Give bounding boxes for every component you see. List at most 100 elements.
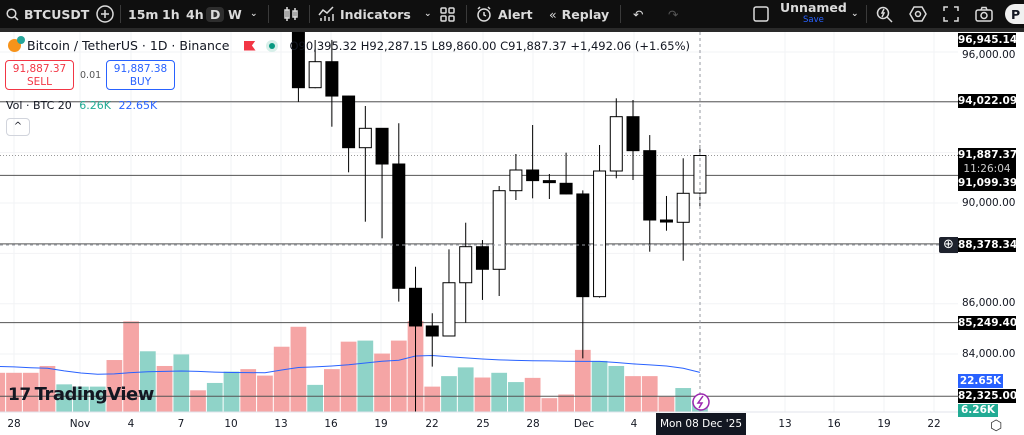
chart-type-button[interactable] [283, 0, 299, 28]
candle-body [693, 155, 707, 194]
fullscreen-icon[interactable] [943, 0, 959, 28]
volume-bar [608, 365, 625, 412]
price-tick: 90,000.00 [962, 197, 1016, 209]
buy-button[interactable]: 91,887.38 BUY [106, 60, 175, 90]
symbol-legend[interactable]: Bitcoin / TetherUS · 1D · Binance [8, 36, 278, 53]
legend-row: Bitcoin / TetherUS · 1D · Binance O90,39… [8, 36, 690, 53]
flag-icon[interactable] [243, 40, 256, 51]
toolbar-separator [0, 28, 1024, 32]
crosshair-price-label: 88,378.34 [958, 238, 1018, 252]
volume-bar [139, 351, 156, 412]
replay-button[interactable]: «Replay [549, 6, 610, 22]
axis-settings-icon[interactable]: ⬡ [990, 418, 1003, 434]
chevron-down-icon[interactable]: ⌄ [424, 9, 432, 19]
volume-bar [625, 376, 641, 412]
chevron-down-icon[interactable]: ⌄ [851, 9, 859, 19]
chevron-down-icon[interactable]: ⌄ [250, 9, 258, 19]
layout-square-button[interactable] [753, 0, 769, 28]
layout-name[interactable]: Unnamed Save [780, 0, 847, 25]
interval-15m[interactable]: 15m [128, 6, 159, 22]
volume-bar [89, 386, 106, 412]
candle-body [425, 325, 439, 337]
time-tick: 16 [324, 418, 338, 430]
candle-body [442, 282, 456, 337]
indicators-button[interactable]: Indicators [318, 0, 411, 28]
lightning-event-icon[interactable] [692, 393, 710, 411]
volume-bar [0, 372, 6, 412]
volume-bar [257, 375, 273, 412]
price-label-line[interactable]: 94,022.09 [958, 94, 1018, 108]
time-tick: 4 [127, 418, 135, 430]
candle-body [542, 180, 556, 184]
volume-bar [123, 321, 139, 412]
time-tick: 16 [827, 418, 841, 430]
interval-4h[interactable]: 4h [186, 6, 204, 22]
candle-body [609, 116, 623, 172]
volume-bar [307, 384, 324, 412]
volume-bar [106, 360, 123, 412]
price-label-line[interactable]: 96,945.14 [958, 33, 1018, 47]
candle-body [659, 219, 673, 223]
save-link[interactable]: Save [802, 15, 824, 25]
volume-bar [290, 326, 307, 412]
price-label-line[interactable]: 85,249.40 [958, 316, 1018, 330]
volume-label: 6.26K [958, 404, 998, 417]
collapse-legend-button[interactable]: ^ [6, 118, 30, 136]
interval-d[interactable]: D [206, 3, 225, 25]
candle-body [676, 192, 690, 223]
settings-icon[interactable] [909, 0, 927, 28]
symbol-title: Bitcoin / TetherUS · 1D · Binance [27, 38, 230, 53]
candle-body [358, 127, 372, 149]
interval-1h[interactable]: 1h [162, 6, 180, 22]
candles-icon [284, 7, 298, 21]
camera-icon[interactable] [975, 0, 993, 28]
volume-bar [73, 386, 89, 412]
grid-layout-icon [440, 6, 455, 22]
candle-body [459, 246, 473, 284]
time-tick: 7 [177, 418, 185, 430]
publish-button[interactable]: P [1005, 4, 1024, 24]
time-tick: 13 [274, 418, 288, 430]
add-plus-button[interactable]: ⊕ [939, 237, 958, 253]
volume-bar [56, 384, 73, 412]
rewind-icon: « [549, 6, 557, 22]
time-tick: Nov [69, 418, 91, 430]
layouts-button[interactable] [440, 0, 455, 28]
volume-bar [424, 386, 441, 412]
undo-icon[interactable]: ↶ [633, 6, 644, 22]
volume-bar [591, 360, 608, 412]
square-icon [753, 6, 769, 22]
candle-body [492, 190, 506, 270]
volume-bar [675, 388, 692, 412]
volume-bar [240, 369, 257, 412]
lightning-glyph [696, 395, 704, 409]
bitcoin-logo-icon [8, 36, 25, 52]
candle-body [308, 61, 322, 89]
volume-bar [39, 365, 56, 412]
symbol-search[interactable]: BTCUSDT [6, 0, 89, 28]
candle-body [375, 127, 389, 165]
last-price-label: 91,887.37 11:26:04 91,099.39 [958, 148, 1018, 191]
price-tick: 84,000.00 [962, 348, 1016, 360]
time-tick: 22 [927, 418, 941, 430]
top-toolbar: BTCUSDT 15m 1h 4h D W ⌄ Indicators ⌄ Ale… [0, 0, 1024, 28]
plus-circle-icon [96, 5, 114, 23]
alarm-clock-icon [477, 5, 491, 22]
compare-symbol-button[interactable] [96, 0, 114, 28]
horizontal-lines[interactable] [0, 101, 958, 397]
volume-bar [390, 340, 407, 412]
volume-bar [641, 376, 658, 412]
price-label-line[interactable]: 82,325.00 [958, 389, 1018, 403]
tradingview-logo: 𝟭𝟳 TradingView [8, 384, 154, 405]
quick-search-icon[interactable] [876, 0, 893, 28]
sell-button[interactable]: 91,887.37 SELL [5, 60, 74, 90]
time-tick: 22 [425, 418, 439, 430]
volume-ma-line [0, 354, 701, 375]
volume-legend[interactable]: Vol · BTC 20 6.26K 22.65K [6, 99, 158, 112]
volume-ma-label: 22.65K [958, 374, 1003, 388]
interval-w[interactable]: W [228, 6, 242, 22]
time-tick: 19 [877, 418, 891, 430]
alert-button[interactable]: Alert [476, 0, 533, 28]
volume-bar [173, 354, 190, 412]
